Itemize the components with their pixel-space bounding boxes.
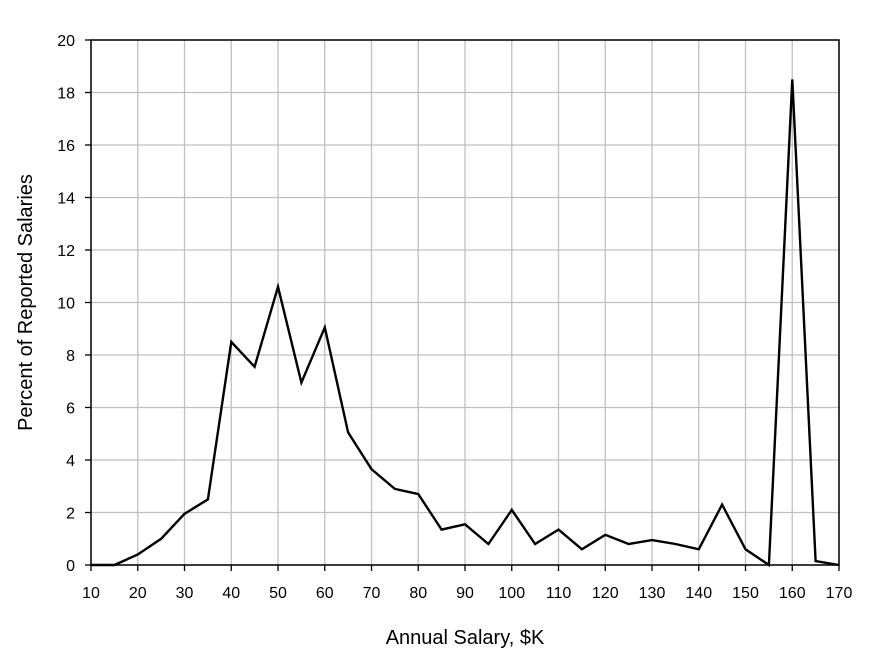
x-tick-label: 40 bbox=[222, 585, 240, 602]
y-tick-label: 12 bbox=[57, 243, 75, 260]
x-tick-label: 50 bbox=[269, 585, 287, 602]
x-tick-label: 110 bbox=[546, 585, 572, 602]
x-tick-label: 60 bbox=[316, 585, 334, 602]
gridlines bbox=[90, 39, 840, 566]
y-tick-label: 6 bbox=[66, 401, 75, 418]
x-tick-label: 120 bbox=[592, 585, 619, 602]
x-tick-label: 100 bbox=[498, 585, 525, 602]
y-axis-ticks: 0 2 4 6 8 10 12 14 16 18 20 bbox=[57, 33, 91, 575]
x-tick-label: 140 bbox=[685, 585, 712, 602]
y-tick-label: 16 bbox=[57, 138, 75, 155]
y-axis-title: Percent of Reported Salaries bbox=[15, 174, 37, 431]
x-tick-label: 10 bbox=[82, 585, 100, 602]
x-tick-label: 80 bbox=[409, 585, 427, 602]
x-axis-title: Annual Salary, $K bbox=[386, 627, 545, 649]
y-tick-label: 8 bbox=[66, 348, 75, 365]
y-tick-label: 14 bbox=[57, 191, 75, 208]
x-tick-label: 130 bbox=[639, 585, 666, 602]
x-tick-label: 30 bbox=[176, 585, 194, 602]
y-tick-label: 20 bbox=[57, 33, 75, 50]
x-tick-label: 20 bbox=[129, 585, 147, 602]
y-tick-label: 18 bbox=[57, 86, 75, 103]
series-layer bbox=[91, 79, 840, 568]
y-tick-label: 2 bbox=[66, 506, 75, 523]
x-tick-label: 150 bbox=[732, 585, 759, 602]
y-tick-label: 4 bbox=[66, 453, 75, 470]
y-tick-label: 10 bbox=[57, 296, 75, 313]
x-tick-label: 90 bbox=[456, 585, 474, 602]
x-tick-label: 170 bbox=[826, 585, 853, 602]
y-tick-label: 0 bbox=[66, 558, 75, 575]
x-tick-label: 70 bbox=[363, 585, 381, 602]
series-line bbox=[91, 79, 840, 568]
x-axis-ticks: 10 20 30 40 50 60 70 80 90 100 110 120 130 140 150 160 1… bbox=[82, 565, 852, 602]
x-tick-label: 160 bbox=[779, 585, 806, 602]
